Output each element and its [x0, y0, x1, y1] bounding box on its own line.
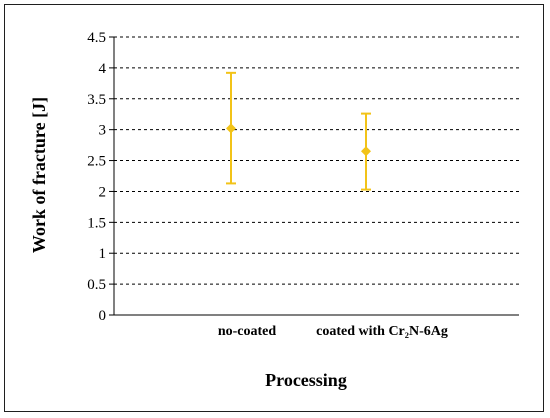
axis-layer [109, 36, 519, 316]
y-tick-label: 3.5 [87, 92, 106, 108]
data-point [361, 146, 371, 157]
y-axis-title: Work of fracture [J] [29, 97, 49, 253]
y-tick-label: 2.5 [87, 154, 106, 170]
y-tick-label: 0.5 [87, 277, 106, 293]
y-tick-label: 3 [99, 123, 107, 139]
chart-frame: 0 0.5 1 1.5 2 2.5 3 3.5 4 4.5 no-coated coated wit… [4, 4, 544, 412]
y-tick-label: 2 [99, 184, 107, 200]
x-axis-title: Processing [265, 370, 347, 390]
data-point [226, 123, 236, 134]
y-tick-label: 1.5 [87, 215, 106, 231]
tick-label-layer: 0 0.5 1 1.5 2 2.5 3 3.5 4 4.5 [87, 30, 106, 324]
x-category-label: coated with Cr₂N-6Ag [316, 324, 448, 339]
x-category-label: no-coated [218, 324, 277, 339]
y-tick-label: 4 [99, 61, 107, 77]
y-tick-label: 0 [99, 308, 107, 324]
series-layer [226, 71, 371, 191]
y-tick-label: 1 [99, 246, 107, 262]
grid-layer [114, 36, 519, 285]
y-tick-label: 4.5 [87, 30, 106, 46]
chart-svg: 0 0.5 1 1.5 2 2.5 3 3.5 4 4.5 no-coated coated wit… [29, 30, 519, 390]
category-label-layer: no-coated coated with Cr₂N-6Ag [218, 324, 448, 339]
